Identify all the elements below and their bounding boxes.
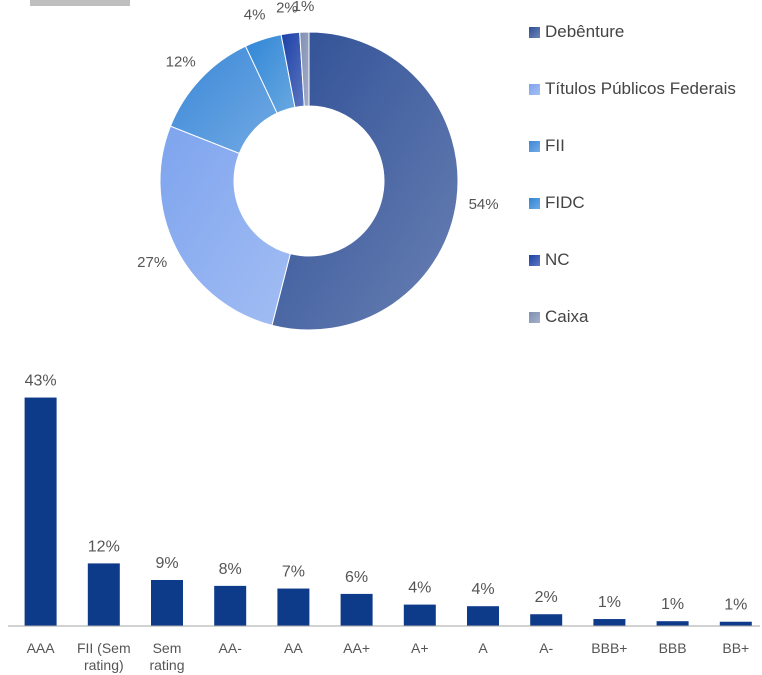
legend-label: FII <box>545 136 565 155</box>
legend-item-caixa: Caixa <box>529 307 759 364</box>
bar-aa <box>214 585 247 626</box>
bar-value-label: 1% <box>598 594 621 611</box>
legend-item-debenture: Debênture <box>529 22 759 79</box>
donut-label-debenture: 54% <box>469 196 499 213</box>
legend-label: Debênture <box>545 22 625 41</box>
bar-fii-sem-rating <box>87 563 120 626</box>
bar-value-label: 1% <box>661 596 684 613</box>
legend-swatch <box>529 27 540 38</box>
bar-a <box>403 604 436 626</box>
x-tick-label: AA+ <box>343 640 370 656</box>
top-tab-marker <box>30 0 130 6</box>
bar-value-label: 43% <box>25 373 57 390</box>
x-tick-label: BB+ <box>722 640 749 656</box>
donut-slice-debenture <box>271 31 459 331</box>
x-tick-label: Sem rating <box>149 640 184 673</box>
bar-bbb <box>656 621 689 626</box>
legend-label: Caixa <box>545 307 589 326</box>
bar-a <box>530 614 563 626</box>
x-tick-label: A- <box>539 640 553 656</box>
bar-value-label: 12% <box>88 538 120 555</box>
bar-bbb <box>593 619 626 626</box>
bar-value-label: 4% <box>408 580 431 597</box>
legend-item-titulos-publicos-federais: Títulos Públicos Federais <box>529 79 759 136</box>
donut-labels: 54% 27% 12% 4% 2%1% <box>137 0 498 271</box>
bar-sem-rating <box>151 579 183 626</box>
legend-swatch <box>529 312 540 323</box>
donut-slice-titulos-publicos-federais <box>159 125 291 326</box>
donut-chart: 54% 27% 12% 4% 2%1% <box>137 0 499 331</box>
bar-value-label: 2% <box>535 589 558 606</box>
legend-item-nc: NC <box>529 250 759 307</box>
pie-legend: Debênture Títulos Públicos Federais FII FID… <box>529 22 759 364</box>
legend-swatch <box>529 141 540 152</box>
donut-label-titulos-publicos-federais: 27% <box>137 254 167 271</box>
bar-bb <box>719 621 752 626</box>
x-tick-label: AAA <box>27 640 56 656</box>
bar-value-label: 9% <box>155 555 178 572</box>
bar-value-label: 1% <box>724 597 747 614</box>
bar-value-labels: 43% 12% 9% 8% 7% 6% 4% 4% 2% 1% 1% 1% <box>25 373 748 614</box>
legend-swatch <box>529 255 540 266</box>
bar-marks <box>24 397 752 626</box>
legend-label: Títulos Públicos Federais <box>545 79 736 98</box>
donut-label-fidc: 4% <box>244 7 266 24</box>
legend-label: FIDC <box>545 193 585 212</box>
legend-item-fidc: FIDC <box>529 193 759 250</box>
bar-value-label: 4% <box>471 581 494 598</box>
bar-a <box>467 606 499 626</box>
x-tick-label: A <box>478 640 488 656</box>
x-tick-label: AA <box>284 640 303 656</box>
donut-label-fii: 12% <box>166 54 196 71</box>
bar-value-label: 8% <box>219 561 242 578</box>
x-tick-label: A+ <box>411 640 429 656</box>
legend-item-fii: FII <box>529 136 759 193</box>
bar-aa <box>340 593 373 626</box>
x-tick-label: FII (Sem rating) <box>77 640 131 673</box>
bar-value-label: 6% <box>345 569 368 586</box>
donut-slices <box>159 31 459 331</box>
legend-swatch <box>529 198 540 209</box>
bar-value-label: 7% <box>282 564 305 581</box>
bar-chart: 43%12%9% 8% 7% 6%4% 4% 2% 1% 1% 1% AAA FII (Sem ra… <box>8 373 760 673</box>
x-tick-label: BBB+ <box>591 640 627 656</box>
legend-swatch <box>529 84 540 95</box>
donut-label-nc: 2% <box>276 0 298 16</box>
bar-aaa <box>24 397 57 626</box>
x-tick-label: AA- <box>219 640 243 656</box>
x-tick-label: BBB <box>659 640 687 656</box>
donut-slice-caixa <box>299 31 310 107</box>
bar-aa <box>277 588 310 626</box>
donut-label-caixa: 1% <box>293 0 315 15</box>
legend-label: NC <box>545 250 570 269</box>
